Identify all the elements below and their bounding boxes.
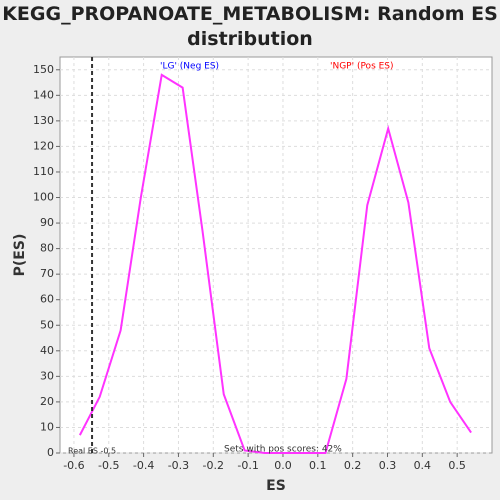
x-tick-label: 0.2 bbox=[344, 459, 362, 472]
y-tick-label: 20 bbox=[40, 395, 54, 408]
y-tick-label: 0 bbox=[47, 446, 54, 459]
plot-area bbox=[59, 56, 493, 454]
x-tick-label: -0.6 bbox=[63, 459, 84, 472]
y-tick-label: 130 bbox=[33, 114, 54, 127]
y-tick-label: 10 bbox=[40, 420, 54, 433]
y-tick-label: 110 bbox=[33, 165, 54, 178]
y-tick-label: 80 bbox=[40, 242, 54, 255]
y-tick-label: 30 bbox=[40, 369, 54, 382]
y-tick-label: 50 bbox=[40, 318, 54, 331]
y-tick-label: 70 bbox=[40, 267, 54, 280]
x-tick-label: 0.1 bbox=[309, 459, 327, 472]
y-tick-label: 100 bbox=[33, 191, 54, 204]
pos-label: 'NGP' (Pos ES) bbox=[330, 62, 394, 72]
y-tick-label: 120 bbox=[33, 139, 54, 152]
x-tick-label: -0.3 bbox=[168, 459, 189, 472]
x-tick-label: -0.2 bbox=[203, 459, 224, 472]
neg-label: 'LG' (Neg ES) bbox=[160, 62, 219, 72]
y-tick-label: 90 bbox=[40, 216, 54, 229]
y-axis-label: P(ES) bbox=[12, 234, 28, 277]
x-tick-label: -0.5 bbox=[98, 459, 119, 472]
y-tick-label: 150 bbox=[33, 63, 54, 76]
x-tick-label: 0.0 bbox=[274, 459, 292, 472]
x-tick-label: 0.5 bbox=[448, 459, 466, 472]
x-tick-label: 0.4 bbox=[414, 459, 432, 472]
x-axis-label: ES bbox=[266, 478, 286, 494]
chart-title: KEGG_PROPANOATE_METABOLISM: Random ES di… bbox=[2, 3, 498, 50]
x-tick-label: 0.3 bbox=[379, 459, 397, 472]
x-tick-label: -0.1 bbox=[237, 459, 258, 472]
y-tick-label: 40 bbox=[40, 344, 54, 357]
pos-scores-note: Sets with pos scores: 42% bbox=[224, 445, 342, 455]
y-tick-label: 140 bbox=[33, 88, 54, 101]
y-tick-label: 60 bbox=[40, 293, 54, 306]
es-line bbox=[78, 73, 472, 454]
x-tick-label: -0.4 bbox=[133, 459, 154, 472]
real-es-label: Real ES -0.5 bbox=[68, 447, 116, 456]
